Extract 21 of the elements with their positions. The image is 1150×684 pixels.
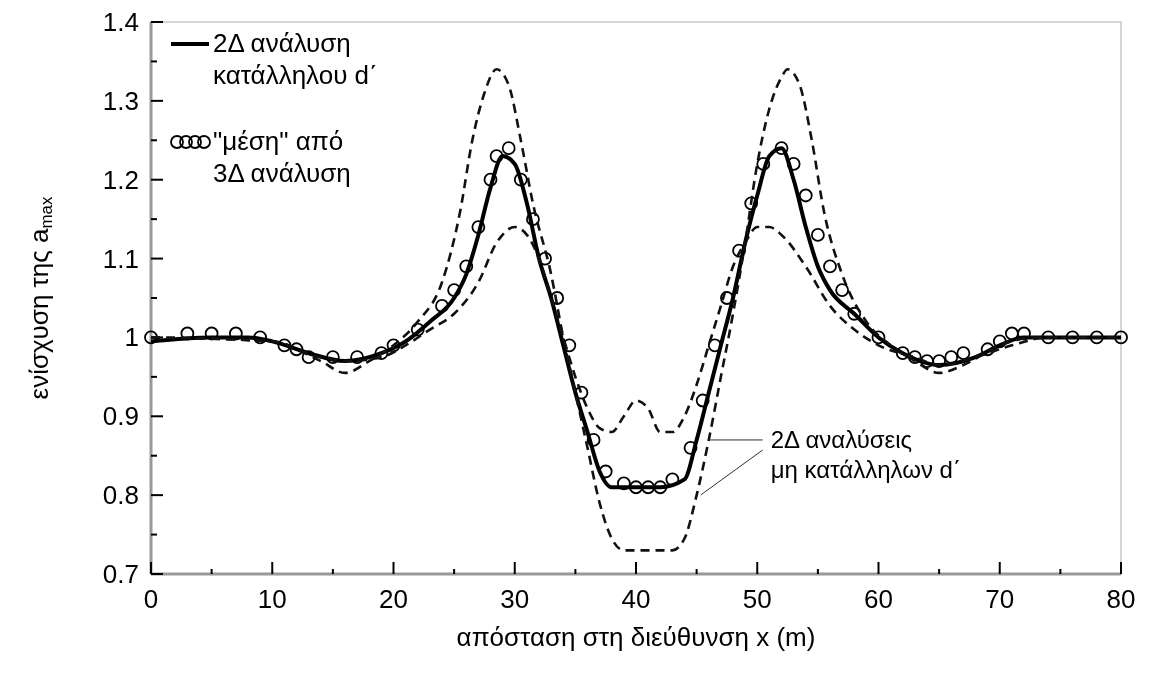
x-axis-title: απόσταση στη διεύθυνση x (m) xyxy=(456,622,816,652)
x-tick-label: 10 xyxy=(257,584,287,614)
y-tick-label: 0.9 xyxy=(102,401,139,432)
legend-label: "μέση" από 3Δ ανάλυση xyxy=(213,126,351,188)
y-tick-label: 1.4 xyxy=(102,7,139,37)
y-tick-label: 0.8 xyxy=(102,480,139,511)
x-tick-label: 20 xyxy=(379,584,408,614)
y-tick-label: 1 xyxy=(124,322,139,353)
y-tick-label: 1.1 xyxy=(102,243,139,274)
y-tick-label: 1.2 xyxy=(102,164,139,195)
x-tick-label: 80 xyxy=(1106,584,1136,614)
y-tick-label: 1.3 xyxy=(102,85,139,116)
x-tick-label: 60 xyxy=(864,584,893,614)
x-tick-label: 50 xyxy=(742,584,772,614)
y-tick-label: 0.7 xyxy=(102,559,139,589)
x-tick-label: 30 xyxy=(500,584,530,614)
annotation: 2Δ αναλύσεις μη κατάλληλων d΄ xyxy=(770,425,961,483)
x-tick-label: 0 xyxy=(143,584,159,614)
x-tick-label: 70 xyxy=(985,584,1015,614)
legend-label: 2Δ ανάλυση κατάλληλου d΄ xyxy=(213,28,378,90)
x-tick-label: 40 xyxy=(621,584,651,614)
